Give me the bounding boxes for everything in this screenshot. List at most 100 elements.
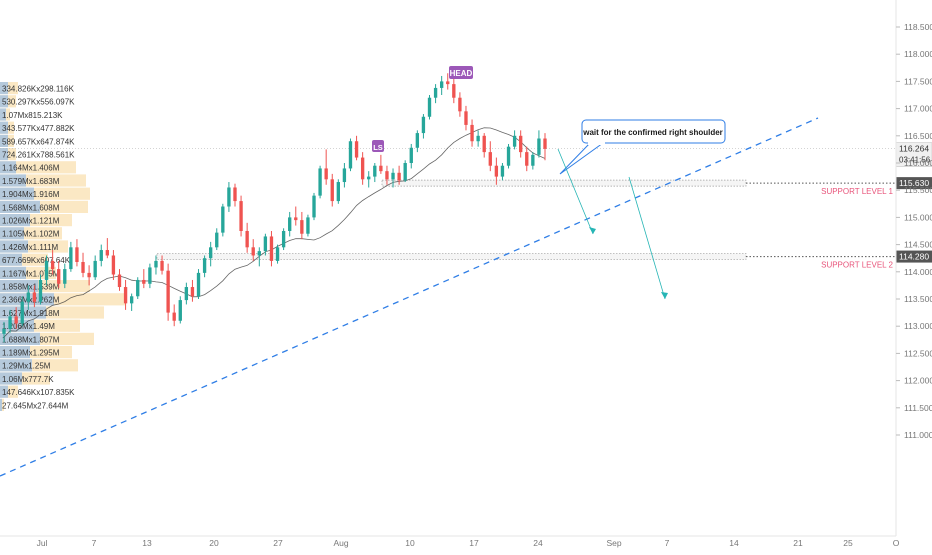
- head-tag[interactable]: [449, 66, 473, 79]
- candle-body: [391, 172, 395, 180]
- candle-body: [318, 168, 322, 196]
- y-tick-label: 111.000: [904, 430, 932, 440]
- candle-body: [415, 133, 420, 148]
- candle-body: [446, 81, 450, 85]
- candle-body: [379, 165, 383, 172]
- candle-body: [433, 87, 438, 98]
- candle-body: [239, 201, 243, 231]
- x-tick-label: 25: [843, 538, 853, 548]
- candle-body: [63, 269, 67, 284]
- candle-body: [288, 217, 292, 231]
- candle-body: [26, 292, 30, 302]
- profile-bar-buy: [0, 187, 34, 200]
- ls-tag[interactable]: [372, 140, 384, 152]
- candle-body: [105, 250, 110, 256]
- support-zone-1[interactable]: [381, 179, 747, 187]
- profile-bar-buy: [0, 372, 22, 385]
- profile-label: 1.426Mx1.111M: [2, 243, 59, 252]
- candle-body: [257, 251, 261, 256]
- candle-body: [275, 247, 280, 261]
- profile-bar-buy: [0, 161, 16, 174]
- candle-body: [184, 287, 189, 301]
- countdown-text: 03:41:56: [899, 156, 931, 165]
- candle-body: [44, 260, 49, 280]
- candle-body: [488, 152, 492, 166]
- profile-label: 1.858Mx1.539M: [2, 283, 60, 292]
- x-tick-label: 17: [469, 538, 479, 548]
- profile-bar-buy: [0, 227, 24, 240]
- candle-body: [543, 138, 547, 149]
- profile-label: 724.261Kx788.561K: [2, 151, 75, 160]
- y-tick-label: 111.500: [904, 403, 932, 413]
- profile-label: 1.206Mx1.49M: [2, 322, 55, 331]
- callout-box[interactable]: [581, 119, 726, 144]
- candle-body: [14, 316, 18, 324]
- candle-body: [294, 217, 298, 221]
- candle-body: [458, 97, 462, 112]
- current-price-text: 116.264: [899, 144, 929, 154]
- price-tag-text-support-1: 115.630: [899, 178, 929, 188]
- candle-body: [251, 247, 255, 256]
- candle-body: [263, 236, 268, 252]
- candle-body: [512, 135, 517, 147]
- y-tick-label: 118.500: [904, 22, 932, 32]
- profile-bar-buy: [0, 148, 8, 161]
- candle-body: [360, 157, 365, 180]
- profile-label: 1.627Mx1.918M: [2, 309, 60, 318]
- candle-body: [336, 182, 340, 202]
- candle-body: [111, 255, 116, 275]
- candle-body: [2, 328, 6, 334]
- candle-body: [136, 279, 140, 297]
- candle-body: [397, 172, 401, 181]
- candle-body: [452, 84, 456, 98]
- profile-bar-buy: [0, 121, 8, 134]
- support-zone-2[interactable]: [156, 253, 747, 260]
- candle-body: [464, 111, 468, 125]
- profile-label: 1.904Mx1.916M: [2, 190, 60, 199]
- y-tick-label: 117.000: [904, 104, 932, 114]
- profile-label: 1.07Mx815.213K: [2, 111, 63, 120]
- callout-joint: [588, 140, 605, 145]
- profile-label: 1.688Mx1.807M: [2, 335, 60, 344]
- profile-label: 589.657Kx647.874K: [2, 137, 75, 146]
- profile-bar-buy: [0, 108, 6, 121]
- candle-body: [190, 287, 195, 297]
- candle-body: [215, 232, 219, 248]
- candle-body: [537, 138, 541, 155]
- profile-bar-buy: [0, 134, 8, 147]
- candle-body: [421, 116, 426, 134]
- profile-label: 1.167Mx1.075M: [2, 269, 60, 278]
- candle-body: [57, 269, 61, 284]
- x-tick-label: 20: [209, 538, 219, 548]
- head-tag-text: HEAD: [450, 69, 473, 78]
- candle-body: [324, 168, 328, 180]
- uptrend-line[interactable]: [0, 117, 819, 477]
- candle-body: [245, 231, 249, 248]
- support-label-1: SUPPORT LEVEL 1: [821, 187, 893, 196]
- profile-bar-buy: [0, 240, 28, 253]
- candle-body: [330, 179, 334, 202]
- y-tick-label: 118.000: [904, 49, 932, 59]
- support-label-2: SUPPORT LEVEL 2: [821, 261, 893, 270]
- candle-body: [476, 135, 480, 142]
- y-tick-label: 112.500: [904, 348, 932, 358]
- profile-bar-buy: [0, 82, 8, 95]
- profile-label: 343.577Kx477.882K: [2, 124, 75, 133]
- y-tick-label: 116.000: [904, 158, 932, 168]
- profile-bar-buy: [0, 359, 32, 372]
- x-tick-label: 7: [92, 538, 97, 548]
- y-tick-label: 115.000: [904, 212, 932, 222]
- profile-label: 677.669Kx607.64K: [2, 256, 71, 265]
- candle-body: [202, 258, 207, 273]
- candle-body: [221, 206, 225, 233]
- candle-body: [439, 81, 444, 88]
- candle-body: [172, 312, 176, 321]
- profile-bar-buy: [0, 174, 26, 187]
- candle-body: [482, 135, 486, 153]
- profile-bar-buy: [0, 214, 30, 227]
- price-tag-text-support-2: 114.280: [899, 252, 929, 262]
- candle-body: [427, 97, 432, 117]
- y-tick-label: 114.500: [904, 240, 932, 250]
